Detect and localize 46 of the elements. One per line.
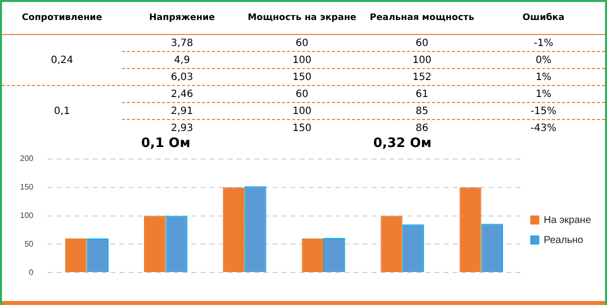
legend-label: Реально [544, 234, 584, 246]
bar [380, 216, 402, 272]
text: 0,1 Ом [141, 136, 190, 151]
bar [65, 238, 87, 272]
text: 0,32 Ом [373, 136, 432, 151]
text: 2,93 [170, 122, 194, 134]
legend-label: На экране [544, 214, 592, 226]
text: -43% [530, 122, 558, 134]
text: -15% [530, 106, 558, 116]
text: Сопротивление [20, 13, 104, 23]
text: 86 [414, 122, 430, 134]
text: 100 [411, 54, 433, 66]
text: Ошибка [522, 13, 566, 23]
text: 6,03 [170, 72, 194, 82]
y-tick-label: 150 [20, 182, 34, 192]
text: 0,1 [53, 106, 71, 116]
text: 100 [291, 106, 313, 116]
text: 1% [534, 88, 552, 100]
text: 60 [294, 38, 310, 48]
text: Мощность на экране [246, 13, 358, 23]
text: 150 [291, 72, 313, 82]
text: 100 [291, 54, 313, 66]
text: 1% [534, 72, 552, 82]
text: 4,9 [173, 54, 191, 66]
text: -1% [532, 38, 554, 48]
y-tick-label: 0 [28, 268, 34, 277]
text: 3,78 [170, 38, 194, 48]
y-tick-label: 50 [24, 239, 34, 248]
bar [302, 238, 324, 272]
text: 60 [294, 88, 310, 100]
bar [144, 216, 166, 272]
text: 2,46 [170, 88, 194, 100]
text: 152 [411, 72, 433, 82]
text: 61 [414, 88, 430, 100]
text: 150 [291, 122, 313, 134]
y-tick-label: 200 [20, 154, 34, 164]
y-tick-label: 100 [20, 211, 34, 220]
text: 60 [414, 38, 430, 48]
bar [222, 187, 245, 272]
text: Напряжение [148, 13, 216, 23]
text: Реальная мощность [368, 13, 476, 23]
text: 85 [414, 106, 430, 116]
text: 2,91 [170, 106, 194, 116]
bar [460, 187, 482, 272]
text: 0% [534, 54, 552, 66]
text: 0,24 [50, 54, 74, 66]
